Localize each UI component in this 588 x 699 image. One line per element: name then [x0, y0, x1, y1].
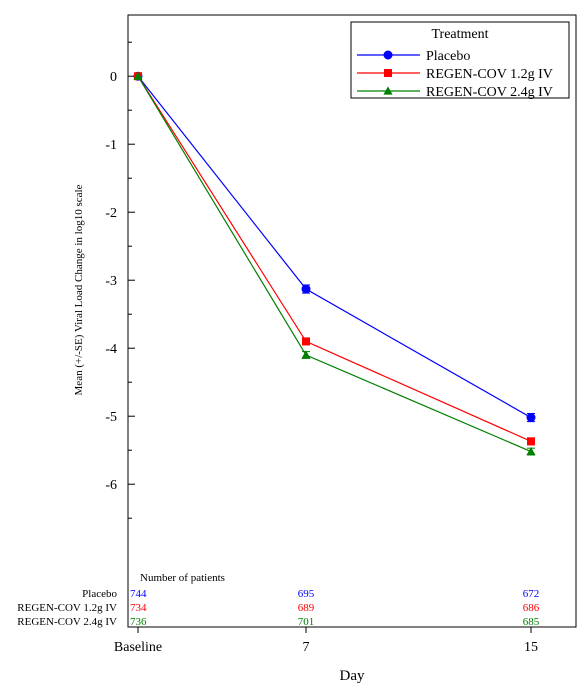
legend-item-label: REGEN-COV 1.2g IV — [426, 67, 553, 82]
patients-row-label: REGEN-COV 1.2g IV — [17, 602, 117, 614]
legend-item-label: Placebo — [426, 49, 470, 64]
patients-rows: Placebo 744 695 672 REGEN-COV 1.2g IV 734 689 6… — [17, 588, 539, 628]
legend: Treatment Placebo REGEN-COV 1.2g IV REGEN-… — [350, 21, 570, 100]
legend-item: Placebo — [357, 49, 470, 64]
data-point — [526, 413, 536, 423]
y-tick-label: -4 — [105, 342, 117, 357]
legend-item: REGEN-COV 1.2g IV — [357, 67, 553, 82]
x-tick-label: Baseline — [114, 640, 162, 655]
patients-table: Number of patients Placebo 744 695 672 REGEN… — [17, 572, 539, 628]
data-point — [527, 437, 535, 446]
patients-row-label: REGEN-COV 2.4g IV — [17, 616, 117, 628]
plot-frame — [127, 14, 577, 628]
patients-count: 744 — [130, 588, 147, 600]
legend-swatch-marker — [383, 86, 393, 95]
legend-title: Treatment — [431, 27, 488, 42]
patients-count: 686 — [523, 602, 540, 614]
series-3 — [133, 71, 536, 456]
x-axis: Baseline 7 15 — [114, 627, 538, 655]
y-tick-label: 0 — [110, 70, 117, 85]
data-point — [301, 350, 311, 359]
legend-item-label: REGEN-COV 2.4g IV — [426, 85, 553, 100]
patients-count: 701 — [298, 616, 315, 628]
legend-swatch-marker — [384, 69, 392, 77]
legend-box — [350, 21, 570, 99]
y-tick-label: -5 — [105, 410, 117, 425]
y-tick-label: -1 — [105, 138, 117, 153]
series-1 — [133, 71, 536, 423]
legend-items: Placebo REGEN-COV 1.2g IV REGEN-COV 2.4g I… — [357, 49, 553, 100]
series-2 — [134, 72, 535, 446]
patients-table-title: Number of patients — [140, 572, 225, 584]
x-tick-label: 15 — [524, 640, 538, 655]
patients-count: 695 — [298, 588, 315, 600]
patients-row-label: Placebo — [82, 588, 117, 600]
data-point — [526, 446, 536, 456]
patients-count: 672 — [523, 588, 540, 600]
data-point — [133, 71, 143, 80]
series-line — [137, 75, 532, 453]
y-tick-label: -3 — [105, 274, 117, 289]
patients-count: 734 — [130, 602, 147, 614]
patients-count: 689 — [298, 602, 315, 614]
series-line — [137, 75, 532, 442]
data-point — [301, 284, 311, 294]
y-tick-label: -6 — [105, 478, 117, 493]
x-axis-label: Day — [340, 668, 365, 684]
series-line — [137, 75, 532, 419]
y-axis: 0 -1 -2 -3 -4 -5 -6 — [105, 41, 135, 519]
legend-item: REGEN-COV 2.4g IV — [357, 85, 553, 100]
x-tick-label: 7 — [303, 640, 310, 655]
patients-count: 736 — [130, 616, 147, 628]
data-point — [302, 337, 310, 346]
series-layer — [133, 71, 536, 456]
y-axis-label: Mean (+/-SE) Viral Load Change in log10 … — [73, 184, 85, 395]
legend-swatch-marker — [383, 50, 393, 60]
y-tick-label: -2 — [105, 206, 117, 221]
patients-count: 685 — [523, 616, 540, 628]
